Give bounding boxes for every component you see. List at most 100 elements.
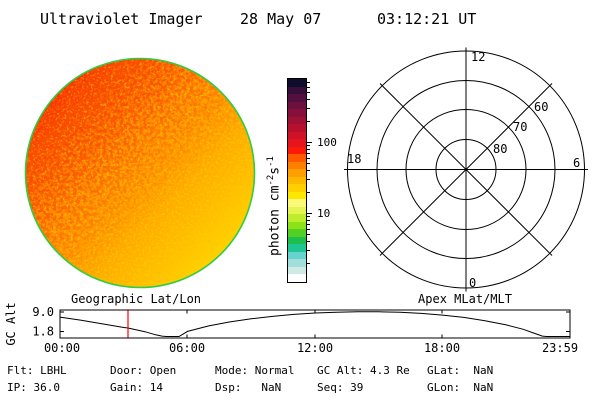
colorbar-tick	[307, 149, 310, 150]
colorbar-band	[288, 109, 306, 117]
colorbar-tick	[307, 145, 310, 146]
colorbar-tick	[307, 241, 310, 242]
colorbar-tick	[307, 163, 310, 164]
status-seq: Seq: 39	[317, 381, 364, 394]
status-dsp: Dsp: NaN	[215, 381, 282, 394]
plot-title-left: Geographic Lat/Lon	[71, 292, 201, 306]
status-glat: GLat: NaN	[427, 364, 494, 377]
colorbar-tick	[307, 213, 312, 214]
y-axis-label: GC Alt	[4, 302, 18, 345]
unit-text: photon cm	[267, 185, 283, 256]
colorbar-tick	[307, 234, 310, 235]
colorbar-gradient	[287, 78, 307, 283]
colorbar-band	[288, 251, 306, 260]
colorbar-band	[288, 184, 306, 192]
colorbar-tick	[307, 99, 310, 100]
unit-sup: -1	[266, 156, 276, 167]
mlat-label-80: 80	[493, 142, 507, 156]
ytick-label: 1.8	[32, 325, 54, 339]
uv-disk-image	[24, 57, 256, 289]
colorbar-band	[288, 259, 306, 267]
colorbar-band	[288, 161, 306, 170]
colorbar-tick	[307, 92, 310, 93]
colorbar-band	[288, 86, 306, 95]
colorbar-band	[288, 79, 306, 87]
xtick-label: 06:00	[169, 341, 205, 355]
colorbar-band	[288, 101, 306, 110]
colorbar-tick	[307, 158, 310, 159]
colorbar-band	[288, 266, 306, 275]
colorbar-tick	[307, 179, 310, 180]
title-date: 28 May 07	[240, 10, 322, 28]
colorbar-ticks	[307, 79, 315, 282]
app-title: Ultraviolet Imager	[40, 10, 203, 28]
mlt-label-0: 0	[469, 276, 476, 290]
unit-sup: -2	[266, 174, 276, 186]
colorbar-tick	[307, 220, 310, 221]
colorbar-tick	[307, 170, 310, 171]
status-glon: GLon: NaN	[427, 381, 494, 394]
colorbar-tick-label: 10	[317, 207, 331, 220]
colorbar-band	[288, 169, 306, 177]
ytick-label: 9.0	[32, 305, 54, 319]
colorbar-band	[288, 229, 306, 237]
colorbar-tick	[307, 229, 310, 230]
colorbar-band	[288, 221, 306, 230]
status-door: Door: Open	[110, 364, 177, 377]
colorbar-band	[288, 139, 306, 147]
altitude-curve	[59, 311, 570, 337]
mlt-label-6: 6	[573, 156, 580, 170]
status-gc-alt: GC Alt: 4.3 Re	[317, 364, 410, 377]
colorbar-band	[288, 124, 306, 132]
polar-axis-diagonal-nw	[379, 83, 553, 256]
xtick-label: 23:59	[542, 341, 578, 355]
colorbar-band	[288, 146, 306, 155]
plot-frame	[59, 309, 571, 339]
colorbar-band	[288, 131, 306, 140]
xtick-label: 00:00	[44, 341, 80, 355]
colorbar-band	[288, 191, 306, 200]
polar-grid-plot: 12 18 6 0 80 70 60	[344, 47, 588, 292]
colorbar-band	[288, 199, 306, 207]
colorbar-tick	[307, 108, 310, 109]
colorbar-band	[288, 94, 306, 102]
colorbar-tick	[307, 216, 310, 217]
colorbar-band	[288, 236, 306, 245]
status-mode: Mode: Normal	[215, 364, 295, 377]
unit-text: s	[267, 166, 283, 175]
mlat-label-70: 70	[513, 120, 527, 134]
altitude-plot: Geographic Lat/Lon Apex MLat/MLT 9.0 1.8…	[4, 292, 578, 355]
colorbar-tick	[307, 82, 310, 83]
colorbar-tick	[307, 263, 310, 264]
colorbar-band	[288, 176, 306, 185]
xtick-label: 12:00	[297, 341, 333, 355]
plot-title-right: Apex MLat/MLT	[418, 292, 512, 306]
colorbar-band	[288, 154, 306, 162]
colorbar-unit-label: photon cm-2s-1	[266, 156, 282, 256]
status-gain: Gain: 14	[110, 381, 163, 394]
colorbar-tick	[307, 250, 310, 251]
colorbar-tick	[307, 153, 310, 154]
colorbar-band	[288, 244, 306, 252]
mlt-label-18: 18	[347, 152, 361, 166]
colorbar-tick-label: 100	[317, 136, 337, 149]
colorbar-tick	[307, 121, 310, 122]
disk-red-mottling	[26, 59, 254, 287]
status-flt: Flt: LBHL	[7, 364, 67, 377]
colorbar-tick	[307, 87, 310, 88]
colorbar-band	[288, 274, 306, 282]
colorbar-band	[288, 214, 306, 222]
colorbar-band	[288, 206, 306, 215]
xtick-label: 18:00	[424, 341, 460, 355]
plot-ticks	[60, 310, 570, 338]
disk-rim	[24, 57, 256, 289]
colorbar-tick	[307, 224, 310, 225]
mlt-label-12: 12	[471, 50, 485, 64]
colorbar-tick	[307, 192, 310, 193]
mlat-label-60: 60	[534, 100, 548, 114]
title-time: 03:12:21 UT	[377, 10, 477, 28]
colorbar-tick	[307, 142, 312, 143]
status-ip: IP: 36.0	[7, 381, 60, 394]
colorbar-band	[288, 116, 306, 125]
